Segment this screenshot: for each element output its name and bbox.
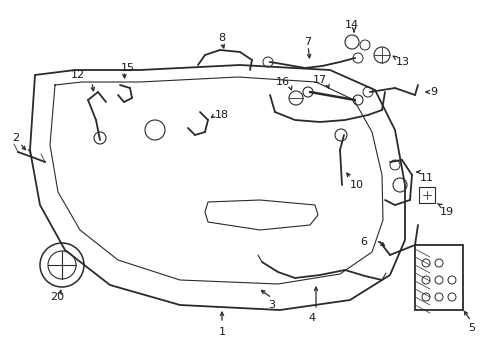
Text: 15: 15: [121, 63, 135, 73]
Text: 4: 4: [308, 313, 315, 323]
Text: 14: 14: [344, 20, 358, 30]
Text: 5: 5: [467, 323, 474, 333]
Text: 16: 16: [275, 77, 289, 87]
Text: 1: 1: [218, 327, 225, 337]
Text: 19: 19: [439, 207, 453, 217]
Text: 11: 11: [419, 173, 433, 183]
Text: 12: 12: [71, 70, 85, 80]
Text: 3: 3: [267, 300, 274, 310]
Text: 10: 10: [349, 180, 363, 190]
Text: 13: 13: [395, 57, 409, 67]
Text: 6: 6: [359, 237, 366, 247]
Text: 17: 17: [312, 75, 326, 85]
Text: 9: 9: [429, 87, 436, 97]
Text: 2: 2: [12, 133, 19, 143]
Text: 18: 18: [215, 110, 229, 120]
Text: 8: 8: [218, 33, 225, 43]
Text: 20: 20: [50, 292, 64, 302]
Text: 7: 7: [304, 37, 311, 47]
